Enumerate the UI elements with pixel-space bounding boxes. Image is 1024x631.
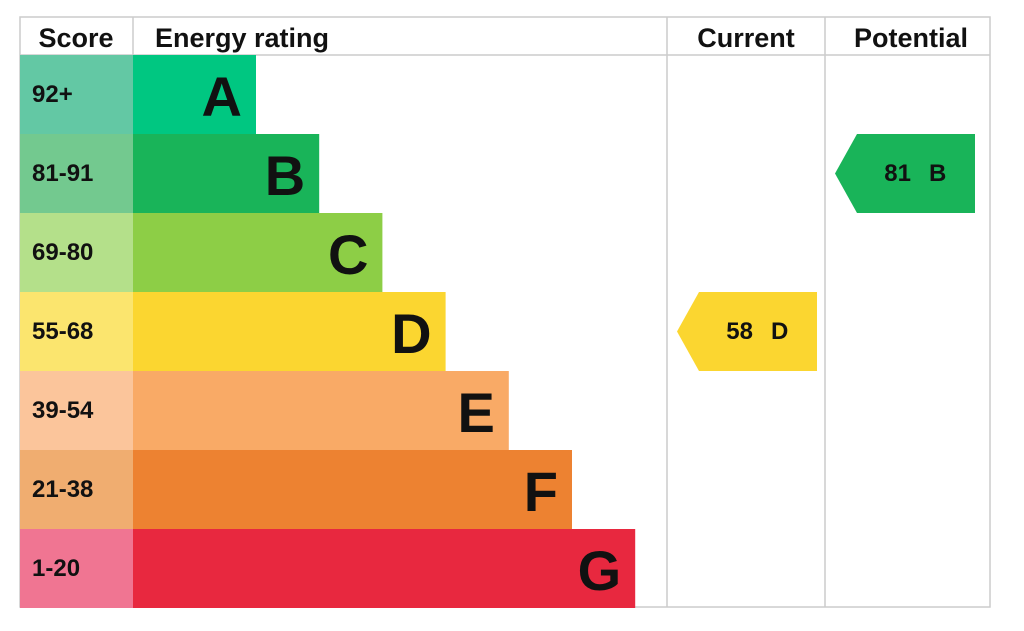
score-label: 55-68 <box>32 318 93 345</box>
score-cell <box>20 292 133 371</box>
score-label: 69-80 <box>32 239 93 266</box>
rating-letter: E <box>457 381 494 444</box>
arrow-value: 58 <box>726 318 753 345</box>
rating-bar <box>133 450 572 529</box>
rating-bar <box>133 529 636 608</box>
score-cell <box>20 529 133 608</box>
score-cell <box>20 134 133 213</box>
score-label: 81-91 <box>32 160 93 187</box>
rating-bar <box>133 213 383 292</box>
score-cell <box>20 450 133 529</box>
score-cell <box>20 371 133 450</box>
rating-letter: F <box>524 460 558 523</box>
rating-bar <box>133 292 446 371</box>
rating-bar <box>133 134 320 213</box>
rating-bar <box>133 55 256 134</box>
header: Energy rating <box>155 23 329 53</box>
arrow-value: 81 <box>884 160 911 187</box>
arrow-rating: D <box>771 318 788 345</box>
rating-letter: G <box>578 539 622 602</box>
header: Current <box>697 23 795 53</box>
rating-letter: C <box>328 223 368 286</box>
header: Score <box>38 23 113 53</box>
score-label: 21-38 <box>32 476 93 503</box>
score-cell <box>20 55 133 134</box>
rating-arrow <box>835 134 975 213</box>
score-label: 92+ <box>32 81 73 108</box>
score-label: 39-54 <box>32 397 94 424</box>
rating-arrow <box>677 292 817 371</box>
arrow-rating: B <box>929 160 946 187</box>
score-cell <box>20 213 133 292</box>
header: Potential <box>854 23 968 53</box>
rating-letter: D <box>391 302 431 365</box>
rating-letter: B <box>265 144 305 207</box>
score-label: 1-20 <box>32 555 80 582</box>
rating-letter: A <box>202 65 242 128</box>
rating-bar <box>133 371 509 450</box>
